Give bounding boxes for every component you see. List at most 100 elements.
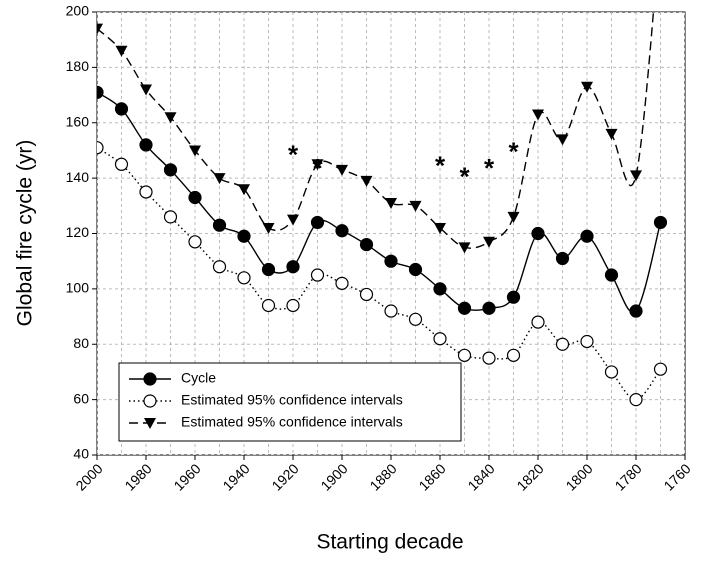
annotation: *	[484, 153, 495, 183]
marker	[115, 45, 128, 57]
annotation: *	[288, 139, 299, 169]
marker	[97, 141, 104, 155]
x-tick-label: 1780	[611, 460, 644, 493]
x-tick-label: 1920	[268, 460, 301, 493]
marker	[336, 164, 348, 176]
marker	[213, 173, 226, 185]
y-axis-title: Global fire cycle (yr)	[14, 140, 37, 327]
marker	[261, 298, 276, 313]
y-tick-label: 80	[73, 335, 89, 351]
marker	[532, 109, 544, 121]
legend-box	[118, 362, 462, 442]
marker	[139, 185, 153, 199]
marker	[261, 262, 276, 277]
marker	[506, 348, 521, 362]
marker	[408, 312, 423, 326]
marker	[581, 81, 593, 93]
legend-label: Estimated 95% confidence intervals	[181, 414, 403, 430]
legend-label: Estimated 95% confidence intervals	[181, 392, 403, 408]
x-tick-label: 1840	[464, 460, 497, 493]
marker	[630, 170, 642, 182]
legend-label: Cycle	[181, 370, 216, 386]
annotation: *	[435, 150, 446, 180]
annotation: *	[459, 161, 470, 191]
marker	[212, 260, 227, 274]
marker	[189, 145, 201, 157]
marker	[164, 112, 177, 124]
marker	[556, 134, 569, 146]
y-tick-label: 160	[66, 113, 90, 129]
marker	[482, 301, 496, 315]
marker	[262, 222, 275, 234]
marker	[408, 262, 423, 277]
marker	[433, 332, 447, 346]
marker	[531, 226, 545, 241]
marker	[482, 351, 496, 365]
marker	[143, 372, 157, 386]
series-line	[97, 91, 662, 314]
x-tick-label: 1800	[562, 460, 595, 493]
marker	[143, 394, 157, 408]
y-tick-label: 60	[73, 390, 89, 406]
marker	[580, 334, 594, 349]
marker	[604, 268, 619, 282]
marker	[114, 157, 129, 171]
marker	[385, 198, 397, 210]
marker	[605, 128, 618, 140]
x-tick-label: 1980	[121, 460, 154, 493]
marker	[286, 260, 300, 274]
y-tick-label: 180	[66, 58, 90, 74]
y-tick-label: 40	[73, 446, 89, 462]
series-line	[97, 147, 662, 401]
marker	[360, 175, 373, 187]
marker	[310, 215, 325, 230]
x-tick-label: 1760	[660, 460, 693, 493]
marker	[555, 251, 570, 266]
marker	[237, 271, 251, 285]
marker	[188, 190, 202, 205]
x-axis-title: Starting decade	[316, 531, 463, 554]
marker	[629, 393, 643, 407]
marker	[188, 235, 202, 249]
marker	[97, 23, 103, 35]
marker	[653, 215, 668, 230]
annotation: *	[508, 137, 519, 167]
marker	[140, 84, 152, 96]
marker	[359, 237, 374, 252]
x-tick-label: 1940	[219, 460, 252, 493]
annotation: *	[312, 153, 323, 183]
x-tick-label: 1820	[513, 460, 546, 493]
marker	[434, 222, 446, 234]
marker	[114, 102, 129, 116]
marker	[384, 304, 398, 318]
marker	[237, 229, 251, 243]
marker	[457, 348, 472, 362]
marker	[310, 268, 325, 282]
marker	[238, 184, 250, 196]
y-tick-label: 200	[66, 3, 90, 19]
y-tick-label: 140	[66, 169, 90, 185]
x-tick-label: 1960	[170, 460, 203, 493]
y-tick-label: 120	[66, 224, 90, 240]
x-tick-label: 1880	[366, 460, 399, 493]
marker	[629, 304, 643, 318]
x-tick-label: 2000	[72, 460, 105, 493]
marker	[139, 138, 153, 152]
plot-area	[97, 12, 685, 455]
marker	[287, 214, 299, 226]
marker	[97, 85, 104, 99]
x-tick-label: 1860	[415, 460, 448, 493]
marker	[604, 365, 619, 379]
marker	[335, 276, 349, 290]
marker	[507, 211, 520, 223]
marker	[144, 418, 156, 429]
marker	[531, 315, 545, 329]
marker	[653, 362, 668, 376]
marker	[458, 242, 471, 254]
marker	[409, 200, 422, 212]
y-tick-label: 100	[66, 280, 90, 296]
marker	[212, 218, 227, 232]
marker	[163, 163, 178, 177]
marker	[483, 236, 495, 248]
